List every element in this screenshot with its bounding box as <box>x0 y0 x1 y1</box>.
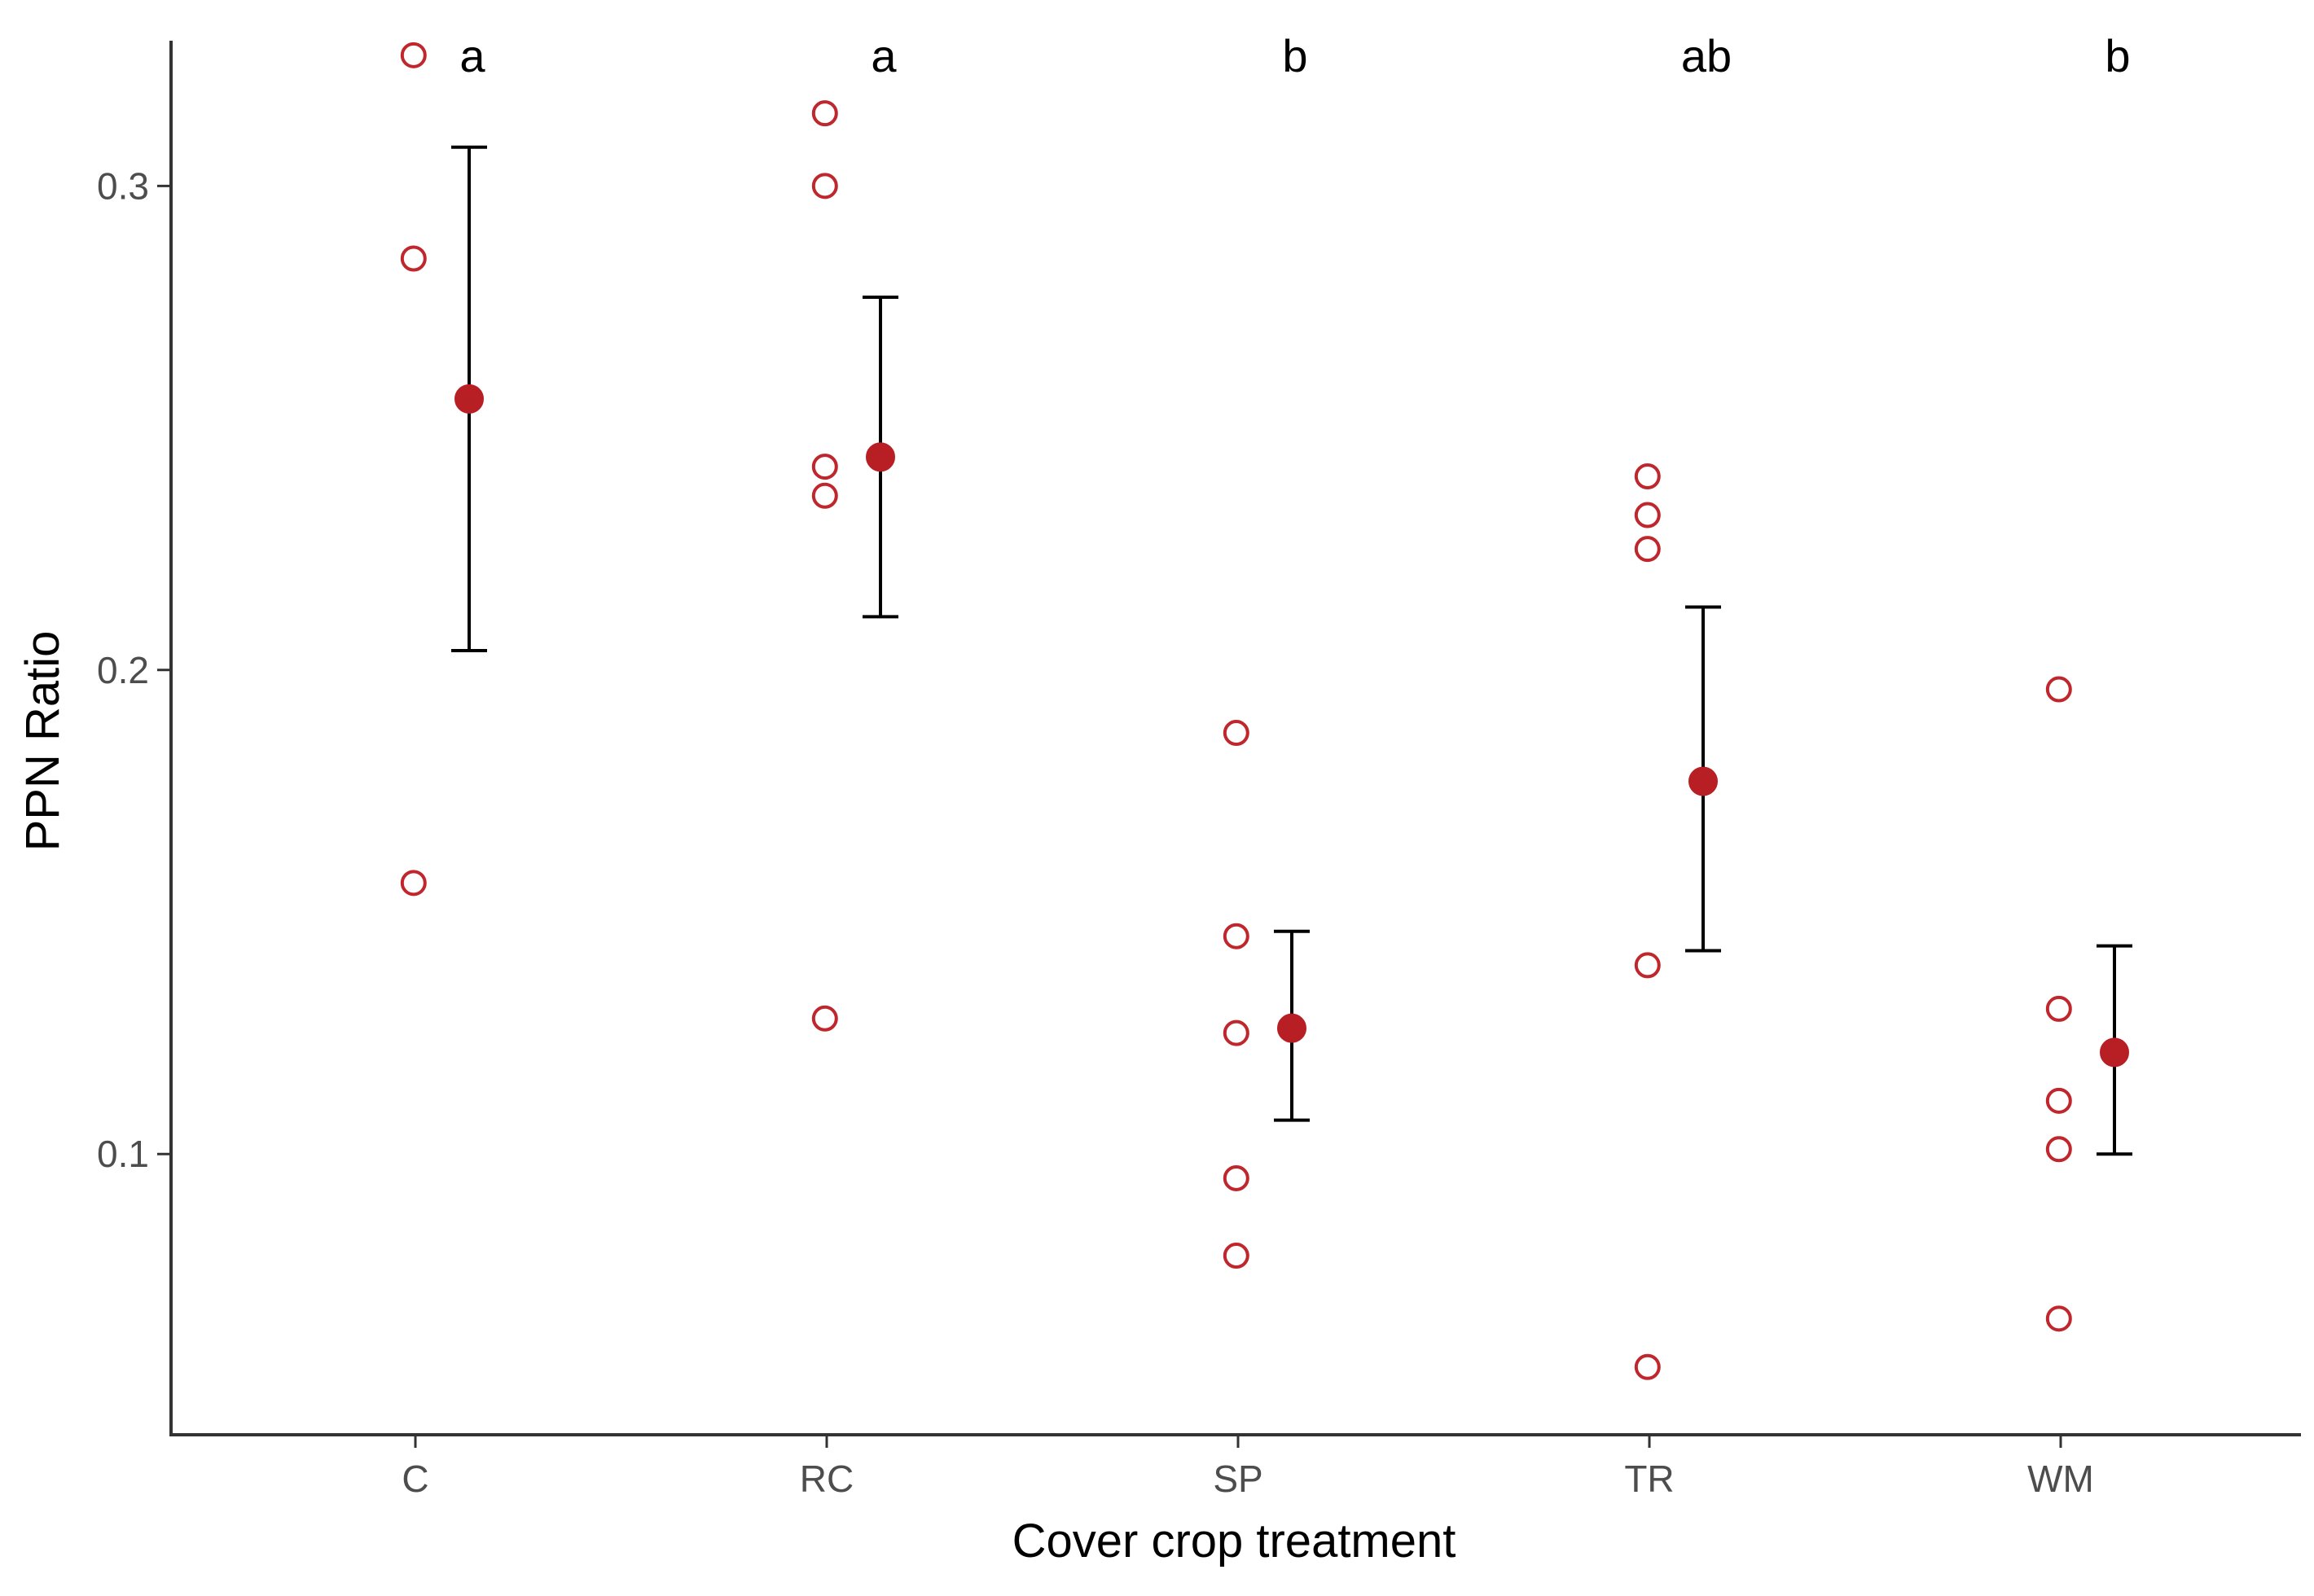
x-tick-label: SP <box>1213 1458 1262 1500</box>
y-tick-label: 0.2 <box>97 649 149 691</box>
observation-point <box>1634 952 1661 979</box>
mean-point <box>1277 1013 1306 1043</box>
x-axis-title: Cover crop treatment <box>1012 1515 1456 1568</box>
observation-point <box>811 482 838 509</box>
observation-point <box>1223 1019 1249 1046</box>
mean-point <box>1688 766 1718 796</box>
significance-letter: b <box>2105 30 2130 81</box>
x-axis-ticks: C RC SP TR WM <box>402 1435 2094 1500</box>
observation-point <box>2045 1136 2072 1163</box>
significance-letter: ab <box>1681 30 1732 81</box>
observation-points <box>400 42 2072 1380</box>
observation-point <box>2045 995 2072 1022</box>
observation-point <box>1634 463 1661 489</box>
observation-point <box>2045 676 2072 703</box>
observation-point <box>1223 1243 1249 1269</box>
observation-point <box>2045 1087 2072 1114</box>
mean-point <box>866 442 895 472</box>
y-tick-label: 0.3 <box>97 164 149 207</box>
x-tick-label: RC <box>800 1458 854 1500</box>
y-tick-label: 0.1 <box>97 1133 149 1175</box>
observation-point <box>811 100 838 127</box>
x-tick-label: TR <box>1624 1458 1674 1500</box>
significance-letters: a a b ab b <box>459 30 2130 81</box>
observation-point <box>400 42 427 68</box>
y-axis-title: PPN Ratio <box>16 631 69 852</box>
x-tick-label: WM <box>2027 1458 2094 1500</box>
significance-letter: b <box>1282 30 1307 81</box>
x-tick-label: C <box>402 1458 428 1500</box>
observation-point <box>400 870 427 897</box>
observation-point <box>2045 1305 2072 1332</box>
observation-point <box>1634 1353 1661 1380</box>
y-axis-ticks: 0.1 0.2 0.3 <box>97 164 171 1175</box>
significance-letter: a <box>871 30 897 81</box>
observation-point <box>811 454 838 480</box>
error-bars <box>451 145 2132 1156</box>
observation-point <box>811 173 838 200</box>
observation-point <box>400 245 427 272</box>
significance-letter: a <box>459 30 485 81</box>
observation-point <box>1223 923 1249 949</box>
mean-point <box>2100 1037 2129 1068</box>
observation-point <box>1634 502 1661 528</box>
observation-point <box>1223 720 1249 747</box>
mean-point <box>454 384 484 414</box>
mean-points <box>454 384 2129 1068</box>
observation-point <box>1223 1164 1249 1191</box>
observation-point <box>811 1005 838 1032</box>
observation-point <box>1634 536 1661 563</box>
